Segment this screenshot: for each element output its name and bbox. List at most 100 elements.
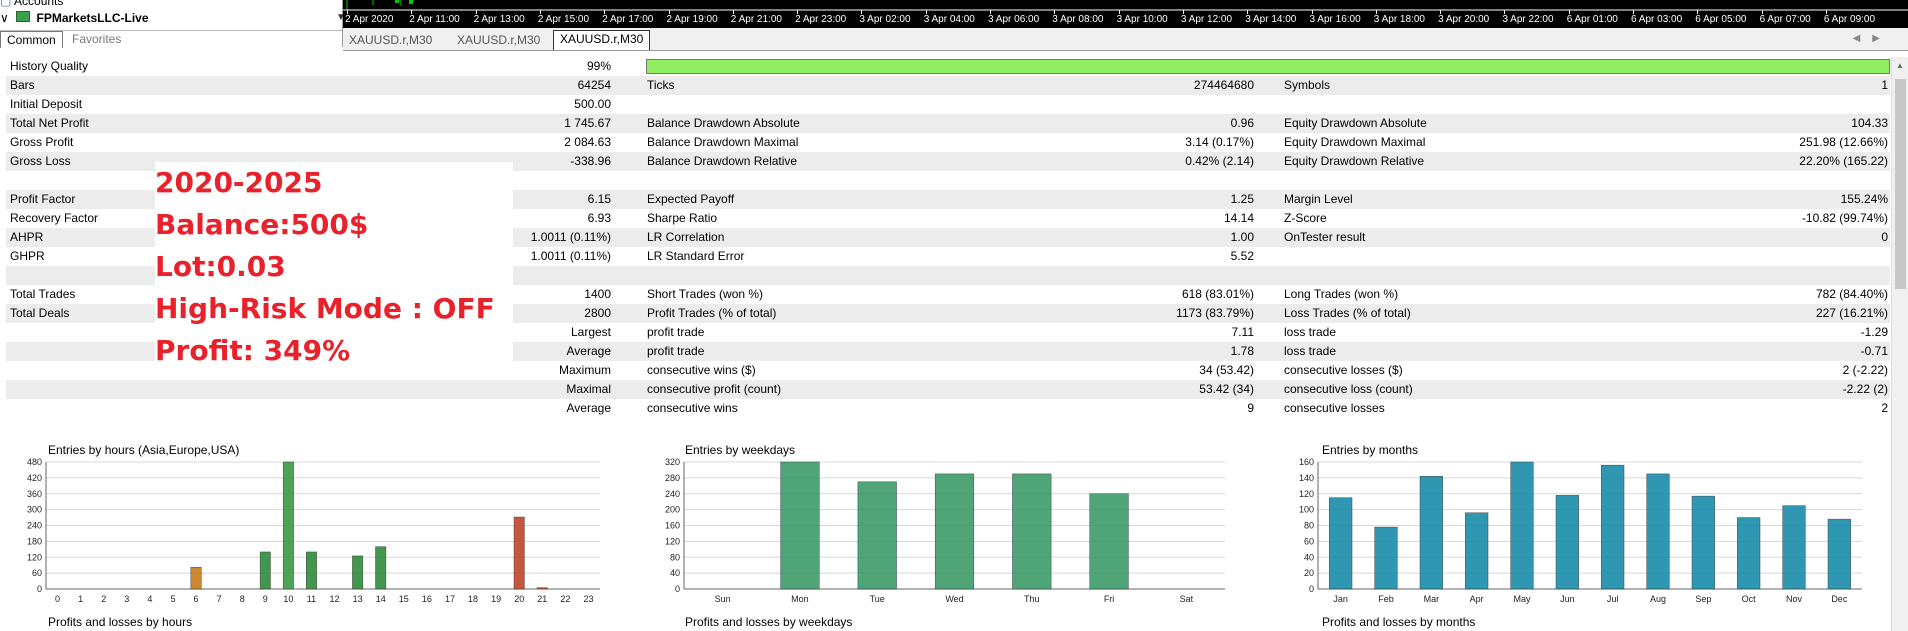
bar (375, 546, 387, 590)
value-col1: 1 745.67 (564, 116, 611, 130)
chart-tab-2[interactable]: XAUUSD.r,M30 (457, 33, 541, 47)
bar (1782, 505, 1806, 590)
value-col3: 0 (1881, 230, 1888, 244)
time-label: 2 Apr 11:00 (409, 14, 460, 25)
bar (1827, 518, 1851, 590)
time-tick (1182, 10, 1184, 14)
report-row: Recovery Factor 6.93 Sharpe Ratio 14.14 Z-Sc… (6, 209, 1890, 228)
x-tick-label: Sep (1695, 594, 1711, 604)
y-tick-label: 140 (1299, 473, 1314, 483)
x-tick-label: 0 (55, 594, 60, 604)
time-tick (990, 10, 991, 14)
report-row: Largest profit trade 7.11 loss trade -1.29 (6, 323, 1890, 342)
time-label: 3 Apr 04:00 (923, 14, 975, 25)
time-label: 3 Apr 16:00 (1309, 14, 1361, 25)
time-label: 3 Apr 12:00 (1180, 14, 1233, 25)
entries-by-hours-chart: Entries by hours (Asia,Europe,USA) 0 60 12… (0, 440, 620, 612)
y-tick-label: 80 (1304, 521, 1314, 531)
bar (1737, 517, 1761, 590)
report-vertical-scrollbar[interactable]: ▲ (1891, 57, 1908, 631)
report-row: Average consecutive wins 9 consecutive loss… (6, 399, 1890, 418)
label-col3: loss trade (1284, 344, 1337, 358)
x-tick-label: 11 (307, 594, 316, 604)
y-tick-label: 120 (1299, 489, 1314, 499)
label-col2: consecutive profit (count) (647, 382, 782, 396)
label-col3: consecutive losses ($) (1284, 363, 1403, 377)
time-tick (732, 10, 734, 14)
label-col1: GHPR (10, 249, 45, 263)
time-tick (1440, 10, 1442, 14)
time-label: 6 Apr 01:00 (1566, 14, 1618, 25)
x-tick-label: Mar (1424, 594, 1440, 604)
scrollbar-thumb[interactable] (1895, 79, 1906, 289)
broker-node[interactable]: ∨ FPMarketsLLC-Live (0, 11, 149, 26)
accounts-label: Accounts (14, 0, 64, 8)
y-tick-label: 0 (37, 584, 42, 594)
months-chart-svg: 0 20 40 60 80 100 120 140 160 Jan Feb Mar Apr May Jun J… (1299, 457, 1862, 604)
time-tick (347, 10, 348, 14)
x-tick-label: Mon (791, 594, 809, 604)
time-label: 3 Apr 18:00 (1373, 14, 1425, 25)
time-tick (797, 10, 799, 14)
label-col2: profit trade (647, 325, 705, 339)
label-col3: Loss Trades (% of total) (1284, 306, 1411, 320)
price-chart-strip[interactable]: 2 Apr 2020 2 Apr 11:00 2 Apr 13:00 2 Apr 15… (343, 0, 1908, 28)
history-quality-row: History Quality 99% (6, 57, 1890, 76)
navigator-panel: ▢ Accounts ∨ FPMarketsLLC-Live ▼ Common … (0, 0, 346, 48)
report-row: Initial Deposit 500.00 (6, 95, 1890, 114)
value-col1: Maximum (558, 363, 611, 377)
label-col2: LR Correlation (647, 230, 725, 244)
x-tick-label: Jul (1607, 594, 1619, 604)
y-tick-label: 280 (665, 473, 680, 483)
chart-tabs-bar: XAUUSD.r,M30 XAUUSD.r,M30 XAUUSD.r,M30 ◀… (343, 28, 1908, 51)
x-tick-label: 21 (537, 594, 547, 604)
time-label: 3 Apr 20:00 (1438, 14, 1490, 25)
bar (513, 516, 525, 590)
overlay-period: 2020-2025 (155, 166, 323, 199)
navigator-dropdown-icon[interactable]: ▼ (336, 12, 346, 23)
time-tick (1761, 10, 1763, 14)
bar (306, 551, 317, 590)
chart-title-months: Entries by months (1322, 443, 1419, 457)
x-tick-label: 3 (124, 594, 129, 604)
report-row: Total Trades 1400 Short Trades (won %) 618 … (6, 285, 1890, 304)
x-tick-label: 4 (147, 594, 152, 604)
chart-tab-3-active[interactable]: XAUUSD.r,M30 (553, 30, 651, 50)
report-row: Maximum consecutive wins ($) 34 (53.42) con… (6, 361, 1890, 380)
y-tick-label: 120 (665, 536, 680, 546)
value-col3: 104.33 (1851, 116, 1888, 130)
value-col1: 1.0011 (0.11%) (530, 230, 611, 244)
tab-common[interactable]: Common (0, 31, 63, 48)
x-tick-label: Sat (1180, 594, 1194, 604)
x-tick-label: Sun (715, 594, 731, 604)
x-tick-label: Nov (1786, 594, 1803, 604)
x-tick-label: Fri (1104, 594, 1115, 604)
value-col3: 227 (16.21%) (1815, 306, 1888, 320)
time-tick (1825, 10, 1827, 14)
bar (1419, 476, 1443, 590)
value-col3: 251.98 (12.66%) (1799, 135, 1888, 149)
value-col1: Average (566, 401, 611, 415)
chart-tab-1[interactable]: XAUUSD.r,M30 (349, 33, 433, 47)
scroll-up-icon[interactable]: ▲ (1896, 61, 1904, 70)
y-tick-label: 160 (1299, 457, 1314, 467)
tab-scroll-arrows-icon[interactable]: ◀▶ (1852, 33, 1892, 44)
time-label: 2 Apr 23:00 (795, 14, 847, 25)
value-col2: 9 (1247, 401, 1254, 415)
label-col2: Sharpe Ratio (647, 211, 718, 225)
x-tick-label: 6 (194, 594, 199, 604)
accounts-node[interactable]: ▢ Accounts (0, 0, 63, 9)
label-col2: Balance Drawdown Absolute (647, 116, 800, 130)
time-tick (1697, 10, 1699, 14)
y-tick-label: 80 (670, 552, 680, 562)
bar (1601, 464, 1625, 590)
x-tick-label: Tue (870, 594, 885, 604)
value-col1: Maximal (566, 382, 611, 396)
expand-chevron-icon[interactable]: ∨ (0, 11, 9, 25)
time-tick (668, 10, 670, 14)
label-col3: loss trade (1284, 325, 1337, 339)
label-col1: Total Net Profit (10, 116, 89, 130)
tab-favorites[interactable]: Favorites (72, 32, 122, 46)
bar (190, 567, 202, 590)
